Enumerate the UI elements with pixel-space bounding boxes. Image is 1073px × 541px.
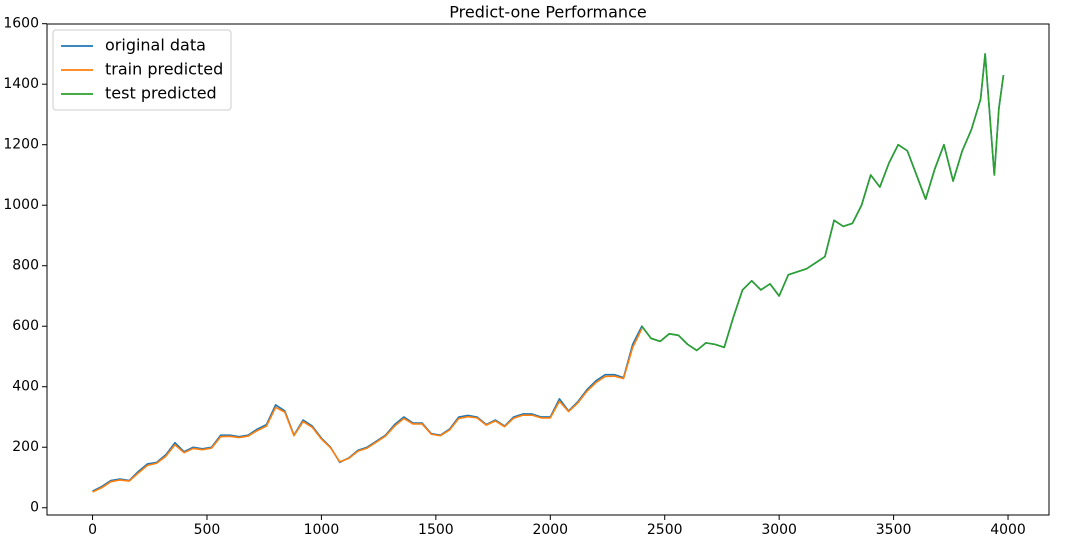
x-tick-label: 1500 [418, 522, 454, 538]
chart-title: Predict-one Performance [449, 3, 646, 22]
legend-box [52, 29, 232, 111]
x-tick-label: 3500 [876, 522, 912, 538]
plot-frame [46, 23, 1050, 516]
x-tick-label: 500 [194, 522, 221, 538]
x-tick-label: 4000 [990, 522, 1026, 538]
y-tick-label: 600 [12, 318, 39, 334]
x-tick-label: 1000 [304, 522, 340, 538]
y-tick-label: 1400 [3, 76, 39, 92]
legend-label: original data [105, 36, 206, 55]
data-line [92, 328, 643, 493]
y-tick-label: 1000 [3, 197, 39, 213]
x-tick-label: 2500 [647, 522, 683, 538]
data-line [641, 53, 1005, 352]
legend: original data train predicted test predict… [52, 29, 232, 111]
y-tick-label: 1600 [3, 16, 39, 32]
data-line [92, 53, 1005, 492]
legend-label: test predicted [105, 84, 217, 103]
y-tick-label: 0 [30, 500, 39, 516]
legend-label: train predicted [105, 60, 223, 79]
x-tick-label: 2000 [532, 522, 568, 538]
y-tick-label: 1200 [3, 137, 39, 153]
x-tick-label: 3000 [761, 522, 797, 538]
y-tick-label: 400 [12, 379, 39, 395]
y-tick-label: 800 [12, 258, 39, 274]
x-tick-label: 0 [88, 522, 97, 538]
y-tick-label: 200 [12, 439, 39, 455]
